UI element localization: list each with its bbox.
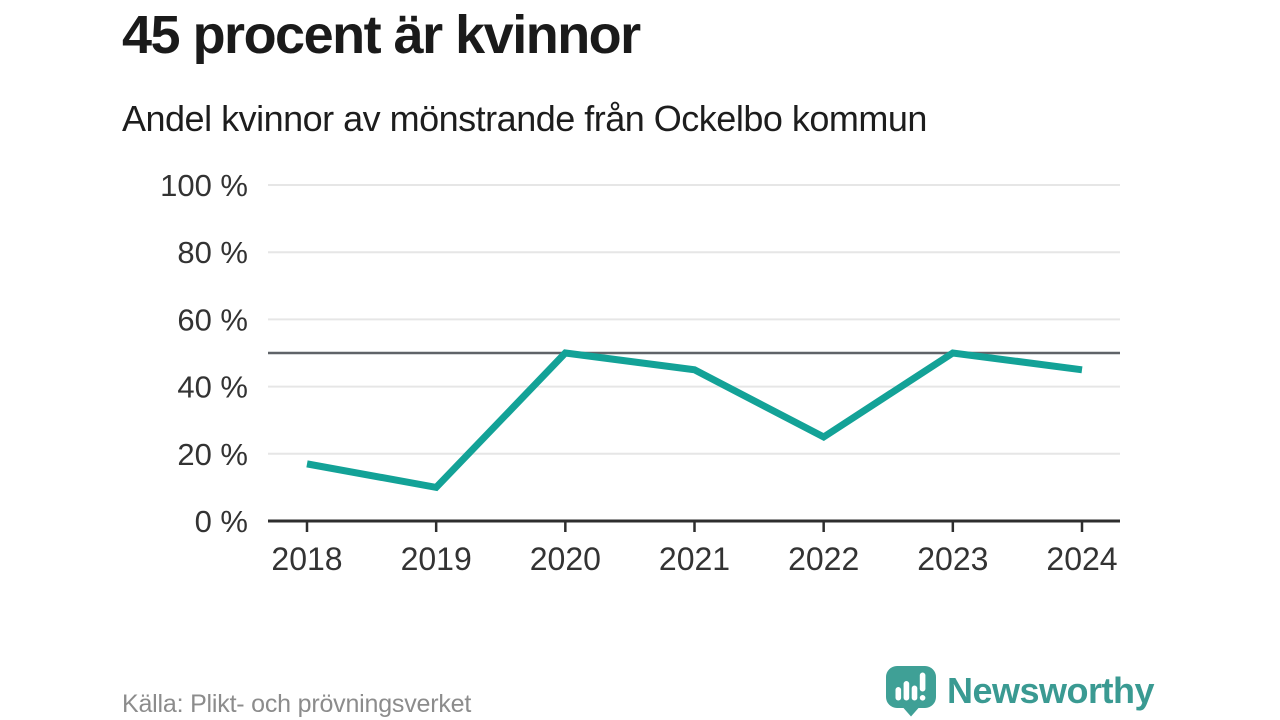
x-axis-tick-label: 2018 bbox=[271, 541, 342, 577]
y-axis-tick-label: 0 % bbox=[195, 504, 248, 539]
x-axis-tick-label: 2024 bbox=[1046, 541, 1117, 577]
x-axis-tick-label: 2019 bbox=[401, 541, 472, 577]
y-axis-tick-label: 100 % bbox=[160, 168, 248, 203]
x-axis-tick-label: 2023 bbox=[917, 541, 988, 577]
y-axis-tick-label: 40 % bbox=[177, 370, 248, 405]
y-axis-tick-label: 80 % bbox=[177, 235, 248, 270]
newsworthy-logo-icon bbox=[885, 666, 936, 717]
source-note: Källa: Plikt- och prövningsverket bbox=[122, 690, 472, 718]
x-axis-tick-label: 2022 bbox=[788, 541, 859, 577]
y-axis-tick-label: 20 % bbox=[177, 437, 248, 472]
newsworthy-wordmark: Newsworthy bbox=[946, 670, 1155, 711]
series-line bbox=[306, 349, 1083, 492]
chart-title: 45 procent är kvinnor bbox=[122, 5, 641, 65]
x-axis-tick-label: 2021 bbox=[659, 541, 730, 577]
y-axis-tick-label: 60 % bbox=[177, 302, 248, 337]
newsworthy-logo: Newsworthy bbox=[885, 665, 1155, 717]
chart-subtitle: Andel kvinnor av mönstrande från Ockelbo… bbox=[122, 98, 927, 139]
x-axis-tick-label: 2020 bbox=[530, 541, 601, 577]
